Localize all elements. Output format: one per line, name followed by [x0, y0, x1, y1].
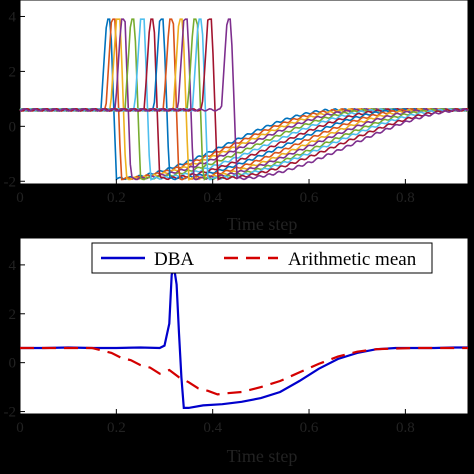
bottom-x-tick-label: 0.8 [396, 420, 415, 436]
legend-box [91, 242, 433, 274]
top-x-tick-label: 0.6 [300, 190, 319, 206]
legend: DBA Arithmetic mean [91, 242, 433, 274]
bottom-y-tick-label: 2 [9, 307, 17, 323]
bottom-series-group [20, 264, 468, 409]
top-series-group [19, 18, 469, 181]
top-y-tick-label: 0 [9, 119, 17, 135]
legend-label-arithmetic-mean: Arithmetic mean [288, 249, 417, 270]
arithmetic-mean-series-line [20, 346, 468, 396]
top-trace-line [19, 18, 469, 181]
top-x-axis-label: Time step [227, 214, 298, 234]
top-y-tick-label: 2 [9, 64, 17, 80]
bottom-x-tick-label: 0.4 [203, 420, 222, 436]
bottom-x-tick-label: 0 [16, 420, 24, 436]
bottom-y-tick-label: 0 [9, 356, 17, 372]
bottom-x-tick-label: 0.2 [107, 420, 126, 436]
bottom-x-axis-label: Time step [227, 446, 298, 466]
bottom-y-tick-label: -2 [4, 405, 17, 421]
bottom-y-tick-label: 4 [9, 258, 17, 274]
top-y-tick-label: 4 [9, 9, 17, 25]
top-trace-line [19, 18, 469, 181]
legend-label-dba: DBA [154, 249, 194, 270]
top-x-tick-label: 0.2 [107, 190, 126, 206]
top-y-tick-label: -2 [4, 174, 17, 190]
top-x-tick-label: 0.4 [203, 190, 222, 206]
top-x-tick-label: 0 [16, 190, 24, 206]
bottom-x-tick-label: 0.6 [300, 420, 319, 436]
top-x-tick-label: 0.8 [396, 190, 415, 206]
top-plot-area [19, 0, 469, 185]
